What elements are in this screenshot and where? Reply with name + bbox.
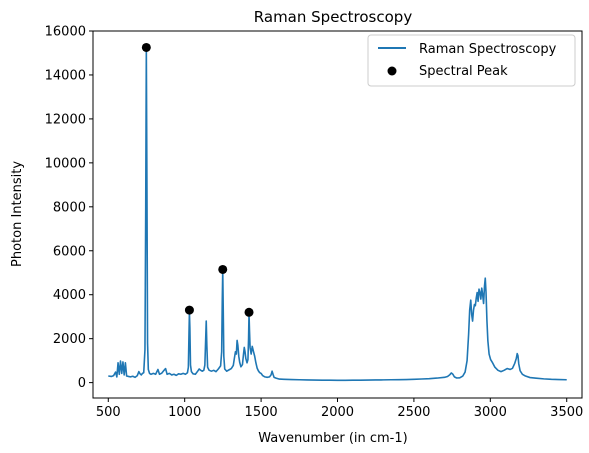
y-tick-label: 6000 <box>53 244 86 259</box>
x-tick-label: 3500 <box>550 405 583 420</box>
spectral-peak-marker <box>141 42 151 52</box>
legend-box <box>367 34 576 87</box>
x-tick-label: 500 <box>96 405 121 420</box>
x-tick-label: 2000 <box>321 405 354 420</box>
legend-label-line: Raman Spectroscopy <box>419 42 557 57</box>
x-tick-label: 3000 <box>474 405 507 420</box>
y-tick-label: 8000 <box>53 200 86 215</box>
x-tick-label: 1500 <box>245 405 278 420</box>
y-tick-label: 12000 <box>45 112 86 127</box>
x-tick-label: 1000 <box>168 405 201 420</box>
spectral-peak-marker <box>184 305 194 315</box>
spectral-peak-marker <box>218 264 228 274</box>
y-tick-label: 16000 <box>45 25 86 40</box>
chart-title: Raman Spectroscopy <box>254 8 413 26</box>
spectral-peak-marker <box>244 307 254 317</box>
spectrum-line <box>108 47 567 382</box>
y-tick-label: 4000 <box>53 288 86 303</box>
x-axis-label: Wavenumber (in cm-1) <box>258 431 407 446</box>
legend-label-peaks: Spectral Peak <box>419 64 508 79</box>
y-axis-ticks: 0 2000 4000 6000 8000 10000 12000 14000 16000 <box>45 25 93 391</box>
y-tick-label: 2000 <box>53 332 86 347</box>
y-tick-label: 14000 <box>45 68 86 83</box>
legend: Raman Spectroscopy Spectral Peak <box>367 34 576 87</box>
y-tick-label: 10000 <box>45 156 86 171</box>
y-axis-label: Photon Intensity <box>10 161 25 267</box>
y-tick-label: 0 <box>78 376 86 391</box>
plot-area <box>108 42 567 382</box>
x-tick-label: 2500 <box>397 405 430 420</box>
legend-marker-swatch <box>387 66 397 76</box>
x-axis-ticks: 500 1000 1500 2000 2500 3000 3500 <box>96 398 583 420</box>
